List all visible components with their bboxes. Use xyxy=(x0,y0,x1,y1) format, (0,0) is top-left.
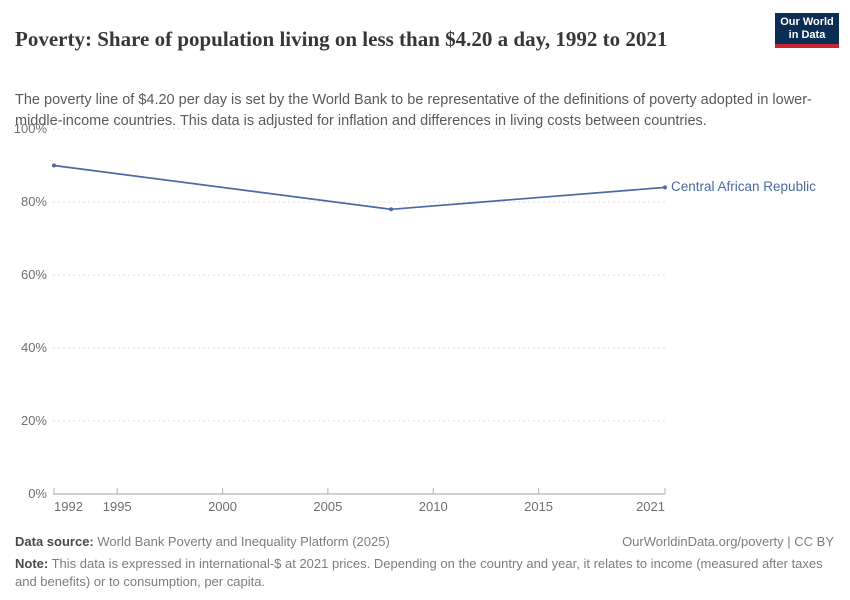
data-source-label: Data source: xyxy=(15,534,94,549)
x-axis-tick-label: 2005 xyxy=(313,499,343,514)
y-axis-tick-label: 0% xyxy=(28,486,47,501)
owid-logo: Our World in Data xyxy=(775,13,839,48)
x-axis-tick-label: 1995 xyxy=(102,499,132,514)
chart-subtitle: The poverty line of $4.20 per day is set… xyxy=(15,91,812,130)
owid-logo-line1: Our World xyxy=(780,16,834,28)
x-axis-tick-label: 2015 xyxy=(524,499,554,514)
data-point xyxy=(52,163,56,168)
data-source-value: World Bank Poverty and Inequality Platfo… xyxy=(93,534,390,549)
y-axis-tick-label: 100% xyxy=(13,121,47,136)
data-point xyxy=(389,207,394,212)
x-axis-tick-label: 2021 xyxy=(636,499,665,514)
data-line xyxy=(53,164,666,211)
note-value: This data is expressed in international-… xyxy=(15,556,823,589)
y-axis-tick-label: 80% xyxy=(20,194,47,209)
x-axis-tick-label: 2000 xyxy=(208,499,237,514)
y-axis-tick-label: 60% xyxy=(20,267,47,282)
data-point xyxy=(663,185,667,190)
x-axis-tick-label: 2010 xyxy=(418,499,448,514)
y-axis-tick-label: 20% xyxy=(20,413,47,428)
note-label: Note: xyxy=(15,556,49,571)
x-axis-tick-label: 1992 xyxy=(54,499,83,514)
series-end-label: Central African Republic xyxy=(671,179,816,195)
attribution-link: OurWorldinData.org/poverty | CC BY xyxy=(622,534,834,549)
data-source-line: Data source: World Bank Poverty and Ineq… xyxy=(15,533,615,550)
owid-logo-line2: in Data xyxy=(788,29,826,41)
footer-note: Note: This data is expressed in internat… xyxy=(15,555,827,591)
y-axis-tick-label: 40% xyxy=(20,340,47,355)
chart-title: Poverty: Share of population living on l… xyxy=(15,27,668,52)
